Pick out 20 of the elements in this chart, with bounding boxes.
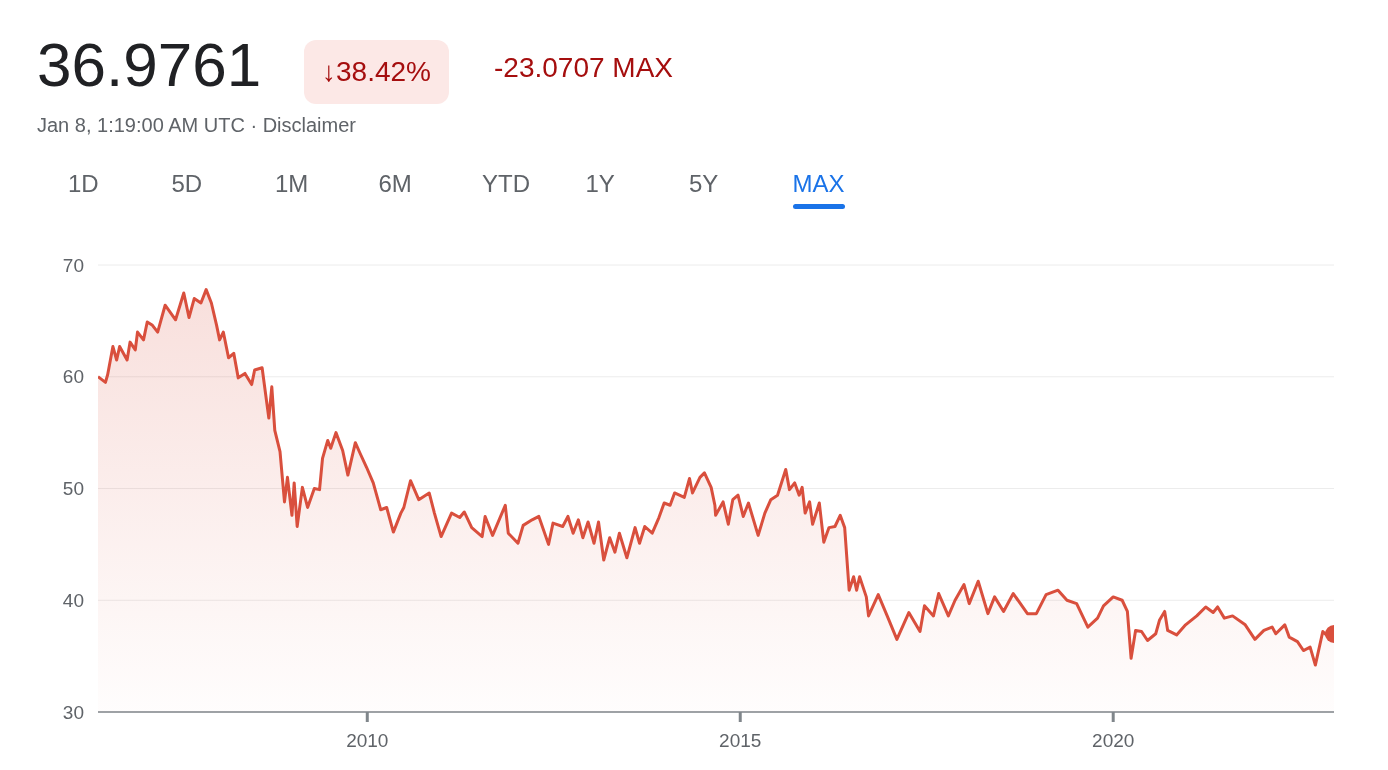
x-tick-label: 2020 — [1092, 730, 1135, 752]
chart-title: 36.9761 — [37, 30, 262, 100]
y-tick-label: 70 — [62, 254, 84, 276]
text: 1Y — [585, 170, 615, 198]
text: 5D — [171, 170, 203, 198]
y-tick-label: 30 — [62, 701, 84, 723]
y-tick-label: 60 — [62, 366, 84, 388]
text: 1M — [275, 170, 309, 198]
text: ↓38.42% — [304, 40, 449, 104]
text: 5Y — [689, 170, 719, 198]
y-tick-label: 50 — [62, 478, 84, 500]
x-tick-label: 2015 — [719, 730, 762, 752]
x-tick-label: 2010 — [346, 730, 389, 752]
text: MAX — [792, 170, 845, 199]
y-tick-label: 40 — [62, 589, 84, 611]
text: 6M — [378, 170, 412, 198]
text: 1D — [68, 170, 99, 198]
text: YTD — [482, 170, 530, 198]
chart-subtitle: Jan 8, 1:19:00 AM UTC · Disclaimer — [37, 114, 356, 137]
text: -23.0707 MAX — [494, 52, 673, 84]
